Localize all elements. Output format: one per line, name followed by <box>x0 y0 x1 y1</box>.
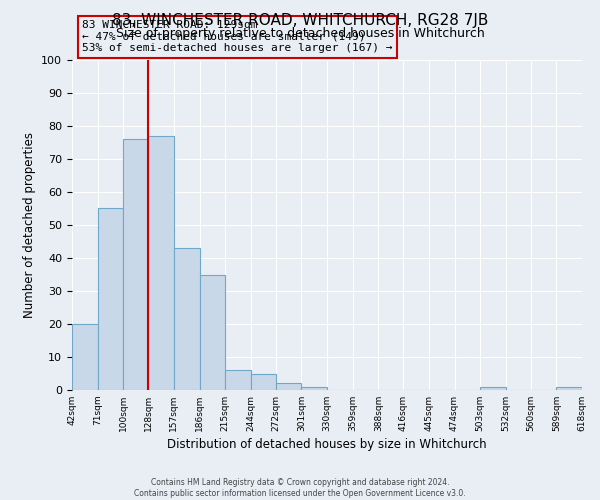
X-axis label: Distribution of detached houses by size in Whitchurch: Distribution of detached houses by size … <box>167 438 487 451</box>
Y-axis label: Number of detached properties: Number of detached properties <box>23 132 36 318</box>
Text: 83, WINCHESTER ROAD, WHITCHURCH, RG28 7JB: 83, WINCHESTER ROAD, WHITCHURCH, RG28 7J… <box>112 12 488 28</box>
Bar <box>98 208 124 390</box>
Bar <box>301 386 327 390</box>
Text: Size of property relative to detached houses in Whitchurch: Size of property relative to detached ho… <box>116 28 484 40</box>
Bar <box>251 374 275 390</box>
Bar <box>124 139 148 390</box>
Bar <box>72 324 98 390</box>
Bar <box>480 386 506 390</box>
Bar <box>199 274 225 390</box>
Bar <box>174 248 199 390</box>
Text: Contains HM Land Registry data © Crown copyright and database right 2024.
Contai: Contains HM Land Registry data © Crown c… <box>134 478 466 498</box>
Text: 83 WINCHESTER ROAD: 129sqm
← 47% of detached houses are smaller (149)
53% of sem: 83 WINCHESTER ROAD: 129sqm ← 47% of deta… <box>82 20 392 54</box>
Bar <box>275 384 301 390</box>
Bar <box>225 370 251 390</box>
Bar <box>148 136 174 390</box>
Bar <box>556 386 582 390</box>
